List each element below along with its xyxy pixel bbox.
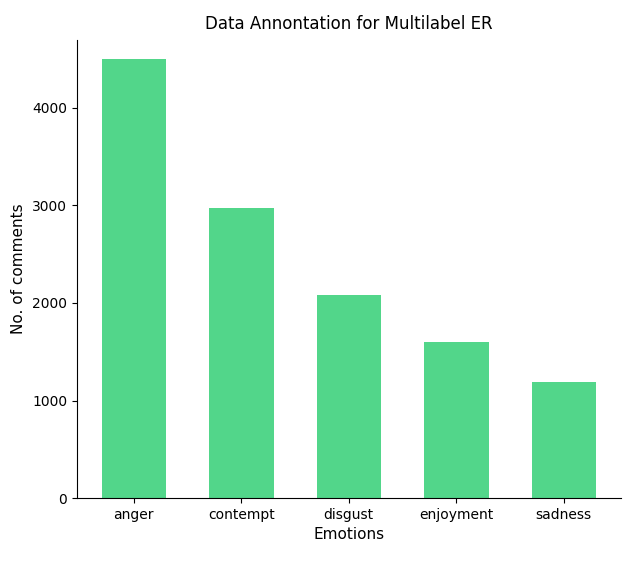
Bar <box>102 59 166 498</box>
Bar <box>424 342 488 498</box>
Y-axis label: No. of comments: No. of comments <box>12 204 26 334</box>
Bar <box>532 382 596 498</box>
Bar <box>209 208 273 498</box>
Bar <box>317 295 381 498</box>
X-axis label: Emotions: Emotions <box>313 528 385 542</box>
Title: Data Annontation for Multilabel ER: Data Annontation for Multilabel ER <box>205 15 493 32</box>
